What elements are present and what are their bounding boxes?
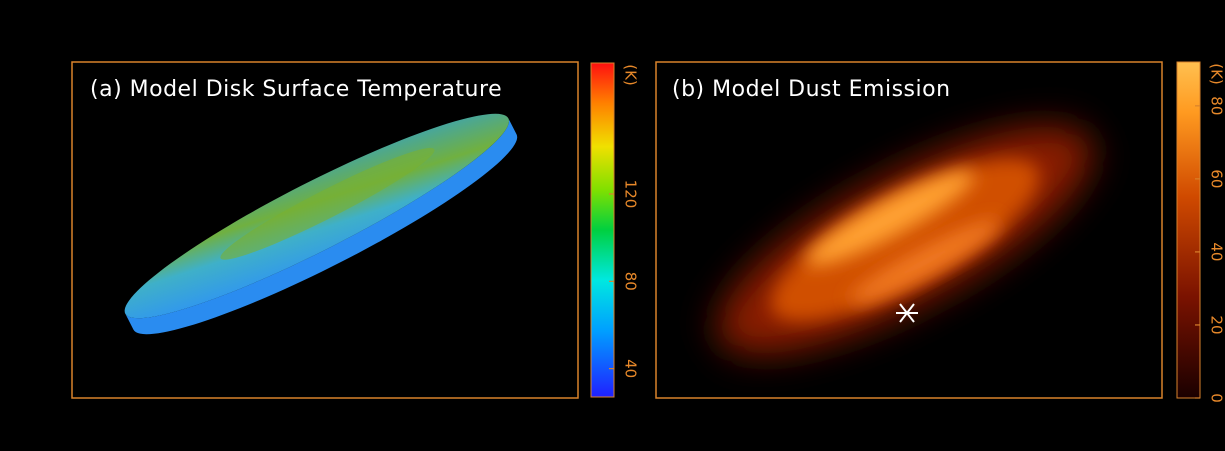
colorbar-label: (K): [622, 64, 640, 86]
colorbar-tick-label: 40: [1208, 242, 1225, 261]
panel-title: (a) Model Disk Surface Temperature: [90, 77, 502, 102]
panel-title: (b) Model Dust Emission: [672, 77, 951, 102]
colorbar-tick-label: 120: [622, 180, 640, 209]
disk-model: [110, 88, 532, 360]
colorbar-tick-label: 80: [622, 272, 640, 291]
colorbar-label: (K): [1208, 63, 1225, 85]
colorbar-tick-label: 40: [622, 359, 640, 378]
dust-emission: [689, 84, 1121, 396]
colorbar-tick-label: 20: [1208, 315, 1225, 334]
colorbar-tick-label: 80: [1208, 96, 1225, 115]
colorbar: [591, 63, 614, 397]
figure: (a) Model Disk Surface Temperature (b) M…: [0, 0, 1225, 451]
colorbar: [1177, 62, 1200, 398]
colorbar-tick-label: 60: [1208, 169, 1225, 188]
colorbar-tick-label: 0: [1208, 393, 1225, 403]
